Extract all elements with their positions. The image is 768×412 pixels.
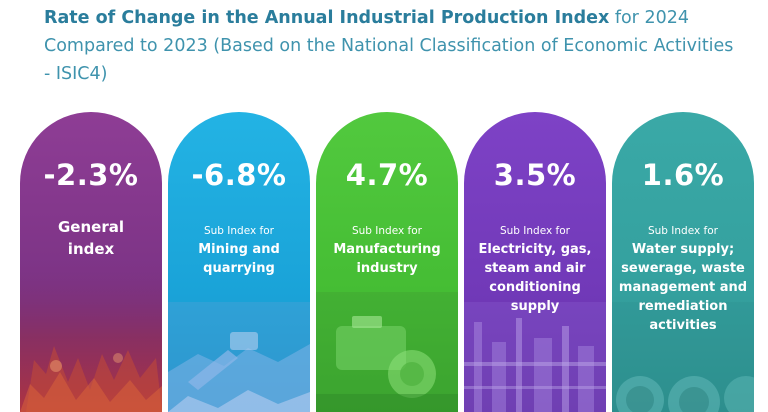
card-photo-manufacturing <box>316 292 458 412</box>
name-water: Water supply; sewerage, waste management… <box>618 242 748 333</box>
sub-label-manufacturing: Sub Index for <box>351 225 422 237</box>
chart-title: Rate of Change in the Annual Industrial … <box>44 4 744 88</box>
card-photo-mining <box>168 302 310 412</box>
index-card-general: -2.3% General index <box>20 112 162 412</box>
index-card-electricity: 3.5% Sub Index for Electricity, gas, ste… <box>464 112 606 412</box>
sub-label-mining: Sub Index for <box>203 225 274 237</box>
index-card-water: 1.6% Sub Index for Water supply; sewerag… <box>612 112 754 412</box>
card-photo-electricity <box>464 302 606 412</box>
chart-title-bold: Rate of Change in the Annual Industrial … <box>44 8 610 28</box>
value-mining: -6.8% <box>191 158 287 192</box>
name-electricity: Electricity, gas, steam and air conditio… <box>478 242 592 314</box>
name-manufacturing: Manufacturing industry <box>333 242 441 276</box>
value-general: -2.3% <box>43 158 139 192</box>
index-card-mining: -6.8% Sub Index for Mining and quarrying <box>168 112 310 412</box>
chart-title-rest: for 2024 Compared to 2023 (Based on the … <box>44 8 734 84</box>
card-photo-general <box>20 262 162 412</box>
sub-label-water: Sub Index for <box>647 225 718 237</box>
sub-label-electricity: Sub Index for <box>499 225 570 237</box>
name-mining: Mining and quarrying <box>198 242 280 276</box>
value-manufacturing: 4.7% <box>345 158 429 192</box>
index-card-manufacturing: 4.7% Sub Index for Manufacturing industr… <box>316 112 458 412</box>
value-electricity: 3.5% <box>493 158 577 192</box>
value-water: 1.6% <box>641 158 725 192</box>
name-general: General index <box>58 218 124 258</box>
